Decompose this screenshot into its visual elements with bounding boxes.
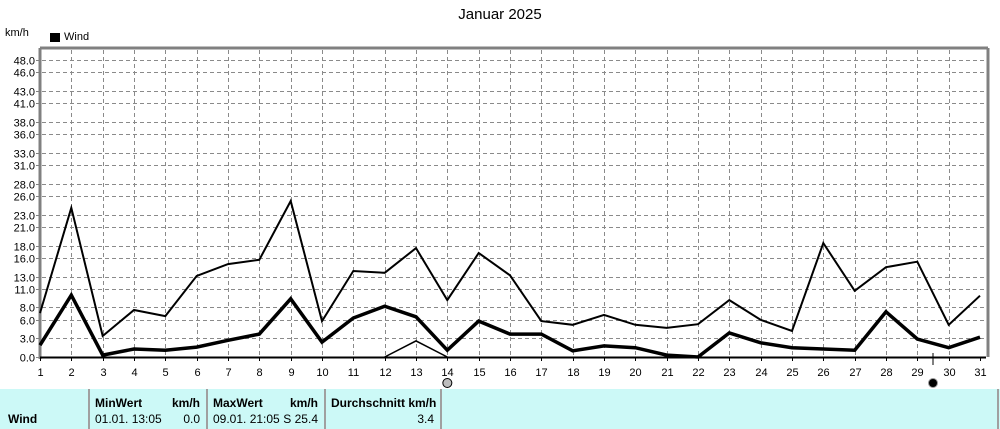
legend: Wind: [50, 31, 89, 43]
x-tick-label: 14: [441, 367, 453, 379]
x-tick-label: 3: [100, 367, 106, 379]
series-line: [384, 340, 448, 358]
x-tick-label: 10: [316, 367, 328, 379]
avg-header: Durchschnitt km/h: [331, 396, 437, 410]
y-tick-label: 36.0: [14, 130, 35, 142]
y-tick-label: 6.0: [20, 316, 35, 328]
new-moon-icon: [442, 378, 453, 388]
y-tick-label: 3.0: [20, 334, 35, 346]
y-tick-label: 43.0: [14, 87, 35, 99]
x-tick-label: 7: [225, 367, 231, 379]
x-tick-label: 6: [194, 367, 200, 379]
y-tick-label: 31.0: [14, 161, 35, 173]
min-unit: km/h: [171, 396, 200, 410]
x-tick-label: 24: [755, 367, 767, 379]
x-tick-label: 1: [37, 367, 43, 379]
x-tick-label: 20: [629, 367, 641, 379]
x-tick-label: 27: [849, 367, 861, 379]
x-tick-label: 16: [504, 367, 516, 379]
series-line: [38, 291, 981, 359]
stats-right-border: [997, 389, 1000, 429]
legend-label: Wind: [64, 31, 90, 43]
x-tick-label: 22: [692, 367, 704, 379]
x-tick-label: 21: [661, 367, 673, 379]
y-tick-label: 41.0: [14, 99, 35, 111]
x-tick-label: 31: [974, 367, 986, 379]
y-tick-label: 26.0: [14, 192, 35, 204]
x-tick-label: 17: [535, 367, 547, 379]
max-time: 09.01. 21:05: [213, 412, 280, 426]
series-line: [39, 198, 981, 338]
x-tick-label: 2: [68, 367, 74, 379]
y-axis-unit: km/h: [5, 27, 29, 39]
y-tick-label: 18.0: [14, 242, 35, 254]
max-cell: MaxWert km/h 09.01. 21:05 S 25.4: [206, 389, 324, 429]
y-tick-label: 11.0: [14, 285, 35, 297]
avg-value: 3.4: [417, 412, 434, 426]
x-tick-label: 23: [723, 367, 735, 379]
y-tick-label: 48.0: [14, 56, 35, 68]
min-cell: MinWert km/h 01.01. 13:05 0.0: [88, 389, 206, 429]
x-tick-label: 18: [567, 367, 579, 379]
x-tick-label: 12: [379, 367, 391, 379]
x-tick-label: 26: [817, 367, 829, 379]
max-unit: km/h: [289, 396, 318, 410]
x-tick-label: 8: [256, 367, 262, 379]
y-tick-label: 16.0: [14, 254, 35, 266]
max-value: S 25.4: [283, 412, 318, 426]
min-value: 0.0: [183, 412, 200, 426]
x-tick-label: 30: [943, 367, 955, 379]
x-tick-label: 15: [473, 367, 485, 379]
stats-row-label: Wind: [8, 412, 38, 426]
y-tick-label: 13.0: [14, 273, 35, 285]
y-tick-label: 21.0: [14, 223, 35, 235]
y-tick-label: 28.0: [14, 180, 35, 192]
stats-table: Wind MinWert km/h 01.01. 13:05 0.0 MaxWe…: [0, 389, 1000, 429]
x-tick-label: 11: [348, 367, 359, 379]
y-tick-label: 8.0: [20, 303, 35, 315]
y-tick-label: 38.0: [14, 118, 35, 130]
y-tick-label: 46.0: [14, 68, 35, 80]
x-tick-label: 13: [410, 367, 422, 379]
min-header: MinWert: [95, 396, 143, 410]
x-tick-label: 19: [598, 367, 610, 379]
y-tick-label: 23.0: [14, 211, 35, 223]
x-tick-label: 4: [131, 367, 137, 379]
x-tick-label: 29: [911, 367, 923, 379]
chart-title: Januar 2025: [458, 6, 542, 23]
full-moon-icon: [928, 378, 938, 388]
y-tick-label: 0.0: [20, 353, 35, 365]
x-tick-label: 25: [786, 367, 798, 379]
x-tick-label: 5: [162, 367, 168, 379]
avg-cell: Durchschnitt km/h 3.4: [324, 389, 442, 429]
legend-swatch-icon: [50, 32, 60, 42]
x-tick-label: 28: [880, 367, 892, 379]
min-time: 01.01. 13:05: [95, 412, 162, 426]
wind-line-chart: 0.0 3.0 6.08.0 11.013.0 16.018.0 21.023.0 26.0…: [14, 46, 990, 388]
x-tick-label: 9: [288, 367, 294, 379]
max-header: MaxWert: [213, 396, 263, 410]
y-tick-label: 33.0: [14, 149, 35, 161]
